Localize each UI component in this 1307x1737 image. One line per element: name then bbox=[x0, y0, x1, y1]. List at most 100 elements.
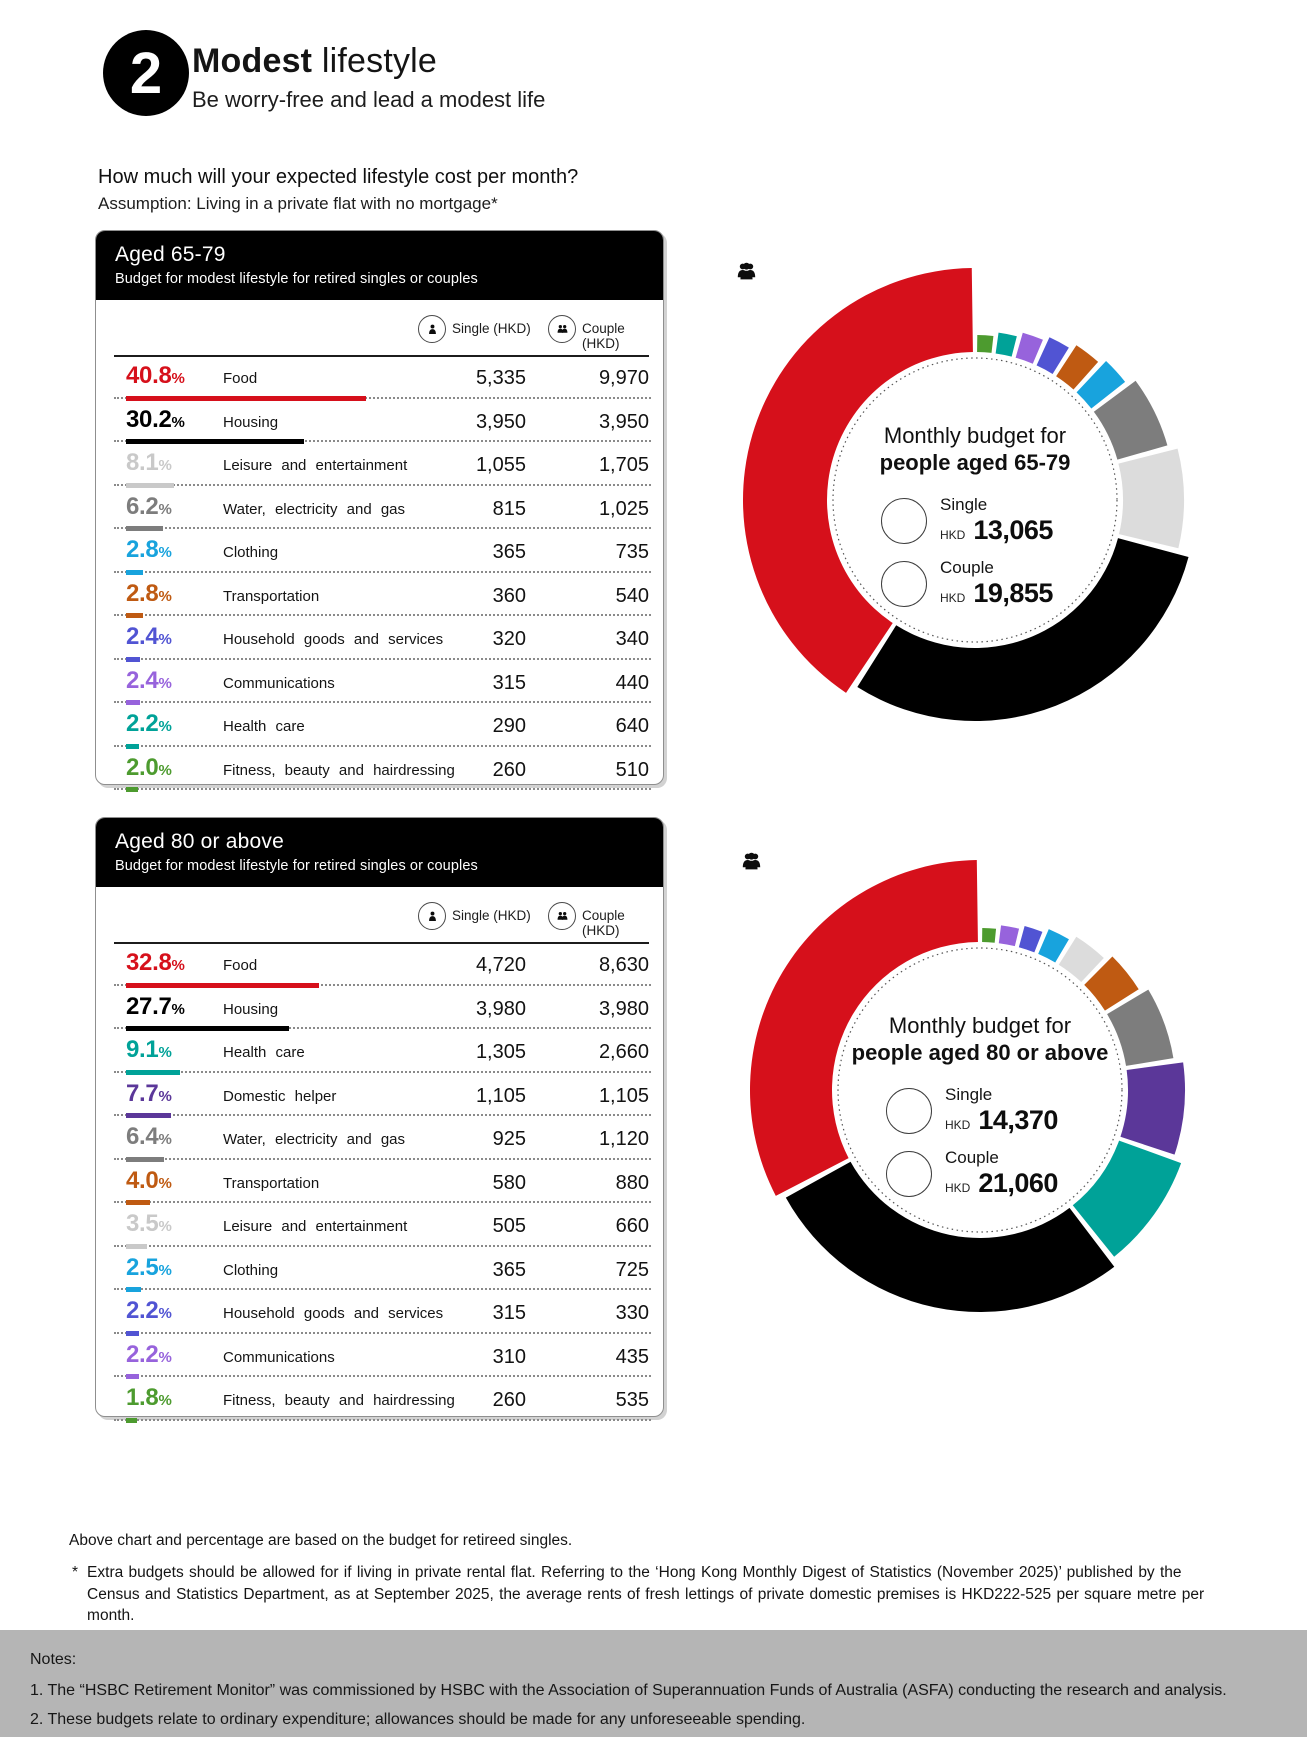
budget-row: 2.4% Household goods and services 320 340 bbox=[96, 618, 663, 662]
assumption-text: Assumption: Living in a private flat wit… bbox=[98, 194, 498, 213]
couple-label: Couple bbox=[940, 558, 994, 577]
budget-row: 2.2% Communications 310 435 bbox=[96, 1336, 663, 1379]
page-title-bold: Modest bbox=[192, 42, 313, 80]
donut-chart-aged-80-or-above: Monthly budget for people aged 80 or abo… bbox=[740, 850, 1220, 1330]
budget-table-aged-80-or-above: Aged 80 or above Budget for modest lifes… bbox=[95, 817, 664, 1423]
budget-row: 2.5% Clothing 365 725 bbox=[96, 1249, 663, 1292]
rental-footnote: * Extra budgets should be allowed for if… bbox=[72, 1562, 1234, 1627]
percent-bar bbox=[126, 656, 141, 662]
donut-segment-clothing bbox=[1038, 929, 1069, 963]
row-couple-value: 725 bbox=[615, 1258, 649, 1281]
percent-bar bbox=[126, 439, 304, 444]
row-category-label: Transportation bbox=[223, 587, 320, 605]
single-total-row: Single HKD 14,370 bbox=[745, 852, 1166, 1136]
row-single-value: 815 bbox=[492, 497, 526, 520]
row-percent: 2.8% bbox=[126, 579, 172, 607]
row-percent: 2.0% bbox=[126, 753, 172, 781]
row-percent: 7.7% bbox=[126, 1079, 172, 1107]
row-category-label: Water, electricity and gas bbox=[223, 1131, 406, 1148]
couple-total: Couple HKD 21,060 bbox=[945, 1148, 1058, 1199]
row-couple-value: 3,980 bbox=[598, 997, 649, 1020]
currency-label: HKD bbox=[940, 591, 966, 605]
donut-center-line2: people aged 80 or above bbox=[851, 1040, 1109, 1065]
row-single-value: 1,055 bbox=[475, 454, 526, 476]
rental-footnote-text: Extra budgets should be allowed for if l… bbox=[87, 1564, 1205, 1624]
single-person-icon bbox=[418, 315, 446, 343]
percent-bar bbox=[126, 787, 138, 792]
row-single-value: 315 bbox=[492, 671, 526, 694]
row-single-value: 3,950 bbox=[475, 410, 526, 433]
donut-segment-food bbox=[749, 860, 978, 1196]
percent-bar bbox=[126, 982, 319, 988]
budget-row: 40.8% Food 5,335 9,970 bbox=[96, 357, 663, 401]
row-couple-value: 1,025 bbox=[598, 497, 649, 520]
donut-segment-food bbox=[742, 268, 973, 693]
row-single-value: 505 bbox=[492, 1215, 526, 1237]
single-column-label: Single (HKD) bbox=[452, 321, 531, 336]
single-person-icon bbox=[740, 262, 927, 544]
row-single-value: 1,305 bbox=[475, 1041, 526, 1063]
row-single-value: 360 bbox=[492, 584, 526, 607]
row-couple-value: 510 bbox=[615, 758, 649, 781]
currency-label: HKD bbox=[940, 528, 966, 542]
percent-bar bbox=[126, 1243, 147, 1249]
column-header-row: Single (HKD) Couple (HKD) bbox=[96, 300, 663, 357]
row-couple-value: 340 bbox=[615, 628, 649, 650]
row-percent: 2.2% bbox=[126, 1340, 172, 1368]
row-percent: 30.2% bbox=[126, 405, 185, 433]
donut-segment-fitness-beauty-and-hairdressing bbox=[977, 335, 994, 353]
budget-row: 7.7% Domestic helper 1,105 1,105 bbox=[96, 1075, 663, 1118]
note-item-1: 1. The “HSBC Retirement Monitor” was com… bbox=[30, 1682, 1227, 1699]
column-header-row: Single (HKD) Couple (HKD) bbox=[96, 887, 663, 944]
row-single-value: 925 bbox=[492, 1128, 526, 1150]
couple-persons-icon bbox=[548, 902, 576, 930]
row-single-value: 4,720 bbox=[475, 954, 526, 976]
donut-segment-health-care bbox=[1072, 1140, 1182, 1257]
single-amount: 14,370 bbox=[978, 1105, 1058, 1135]
row-category-label: Communications bbox=[223, 1348, 335, 1366]
single-amount: 13,065 bbox=[973, 515, 1053, 545]
card-subtitle: Budget for modest lifestyle for retired … bbox=[115, 271, 478, 287]
row-single-value: 260 bbox=[492, 1389, 526, 1411]
budget-row: 2.2% Household goods and services 315 330 bbox=[96, 1292, 663, 1336]
row-single-value: 320 bbox=[492, 628, 526, 650]
row-category-label: Leisure and entertainment bbox=[223, 1218, 408, 1235]
notes-section: Notes: 1. The “HSBC Retirement Monitor” … bbox=[0, 1630, 1307, 1737]
row-category-label: Food bbox=[223, 370, 258, 387]
row-percent: 32.8% bbox=[126, 949, 185, 976]
page-title-light: lifestyle bbox=[321, 42, 438, 80]
percent-bar bbox=[126, 1287, 141, 1292]
lead-question: How much will your expected lifestyle co… bbox=[98, 166, 579, 188]
row-couple-value: 9,970 bbox=[598, 367, 649, 389]
row-percent: 2.2% bbox=[126, 710, 172, 737]
percent-bar bbox=[126, 482, 174, 488]
percent-bar bbox=[126, 1200, 150, 1205]
couple-total-row: Couple HKD 19,855 bbox=[737, 263, 1161, 609]
budget-row: 4.0% Transportation 580 880 bbox=[96, 1162, 663, 1205]
row-category-label: Health care bbox=[223, 1044, 305, 1061]
page-subtitle: Be worry-free and lead a modest life bbox=[192, 87, 546, 112]
row-category-label: Communications bbox=[223, 674, 335, 692]
percent-bar bbox=[126, 613, 143, 618]
budget-row: 2.8% Clothing 365 735 bbox=[96, 531, 663, 575]
donut-center-line2: people aged 65-79 bbox=[879, 450, 1071, 475]
percent-bar bbox=[126, 1113, 172, 1118]
couple-column-label: Couple (HKD) bbox=[582, 321, 625, 351]
row-percent: 4.0% bbox=[126, 1166, 172, 1194]
row-percent: 6.2% bbox=[126, 492, 172, 520]
donut-segment-health-care bbox=[995, 332, 1017, 357]
row-single-value: 1,105 bbox=[475, 1084, 526, 1107]
single-label: Single bbox=[940, 495, 988, 514]
row-couple-value: 3,950 bbox=[598, 410, 649, 433]
couple-total-row: Couple HKD 21,060 bbox=[742, 853, 1166, 1199]
section-number-badge: 2 bbox=[103, 30, 189, 116]
header-rule bbox=[114, 355, 649, 357]
donut-segment-leisure-and-entertainment bbox=[1118, 448, 1185, 549]
budget-row: 2.8% Transportation 360 540 bbox=[96, 575, 663, 618]
row-category-label: Food bbox=[223, 957, 258, 974]
row-category-label: Transportation bbox=[223, 1174, 320, 1192]
row-single-value: 365 bbox=[492, 541, 526, 563]
note-item-2: 2. These budgets relate to ordinary expe… bbox=[30, 1711, 806, 1728]
row-couple-value: 435 bbox=[615, 1345, 649, 1368]
single-column-label: Single (HKD) bbox=[452, 908, 531, 923]
